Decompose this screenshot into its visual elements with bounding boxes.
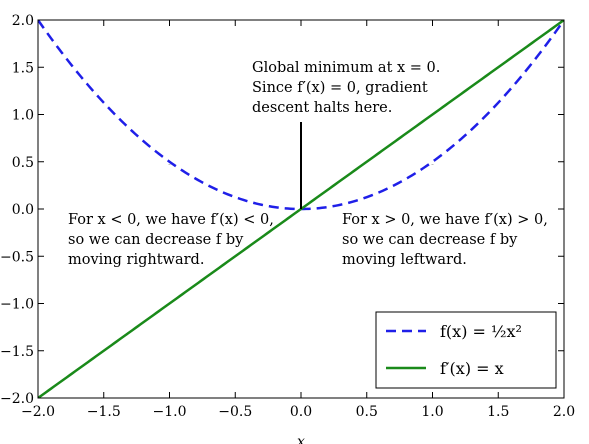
legend-label-quadratic: f(x) = ½x² xyxy=(440,322,522,341)
annotation-line: so we can decrease f by xyxy=(342,232,518,248)
annotation-global-minimum: Global minimum at x = 0. Since f′(x) = 0… xyxy=(252,60,445,116)
annotation-line: moving leftward. xyxy=(342,252,467,268)
y-tick-label: 0.5 xyxy=(12,155,34,171)
x-tick-label: −0.5 xyxy=(218,404,252,420)
x-tick-label: 2.0 xyxy=(553,404,575,420)
annotation-line: For x > 0, we have f′(x) > 0, xyxy=(342,212,548,228)
axis-ticks: −2.0 −1.5 −1.0 −0.5 0.0 0.5 1.0 1.5 2.0 −2.0 −1.5 −… xyxy=(0,13,575,420)
x-tick-label: 0.5 xyxy=(356,404,378,420)
legend-label-derivative: f′(x) = x xyxy=(440,359,504,378)
x-tick-label: 0.0 xyxy=(290,404,312,420)
legend: f(x) = ½x² f′(x) = x xyxy=(375,311,557,389)
y-tick-label: 1.0 xyxy=(12,108,34,124)
y-tick-label: −0.5 xyxy=(0,249,34,265)
annotation-line: moving rightward. xyxy=(68,252,204,268)
annotation-line: Since f′(x) = 0, gradient xyxy=(252,80,428,96)
x-tick-label: −2.0 xyxy=(21,404,55,420)
y-tick-label: 0.0 xyxy=(12,202,34,218)
annotation-arrows xyxy=(168,122,434,209)
y-tick-label: 2.0 xyxy=(12,13,34,29)
annotation-line: Global minimum at x = 0. xyxy=(252,60,440,76)
annotation-negative-x: For x < 0, we have f′(x) < 0, so we can … xyxy=(68,212,278,268)
legend-box xyxy=(375,311,557,389)
x-tick-label: −1.5 xyxy=(87,404,121,420)
y-tick-label: −2.0 xyxy=(0,391,34,407)
annotation-line: For x < 0, we have f′(x) < 0, xyxy=(68,212,274,228)
y-tick-label: −1.0 xyxy=(0,297,34,313)
annotation-positive-x: For x > 0, we have f′(x) > 0, so we can … xyxy=(342,212,552,268)
annotation-line: descent halts here. xyxy=(252,100,392,116)
x-tick-label: −1.0 xyxy=(153,404,187,420)
y-tick-label: 1.5 xyxy=(12,60,34,76)
y-tick-label: −1.5 xyxy=(0,344,34,360)
x-axis-label: x xyxy=(297,434,305,444)
x-tick-label: 1.5 xyxy=(487,404,509,420)
x-tick-label: 1.0 xyxy=(421,404,443,420)
annotation-line: so we can decrease f by xyxy=(68,232,244,248)
axes-frame xyxy=(37,19,565,399)
